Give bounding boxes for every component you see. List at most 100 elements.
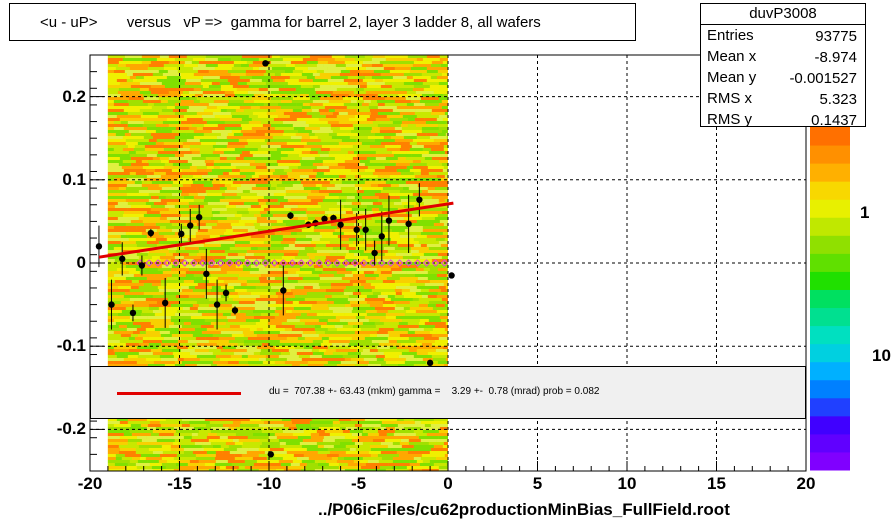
heatmap-cell <box>129 316 148 319</box>
heatmap-cell <box>190 298 209 301</box>
heatmap-cell <box>323 70 341 73</box>
heatmap-cell <box>258 277 267 280</box>
heatmap-cell <box>324 211 346 214</box>
heatmap-cell <box>414 274 437 277</box>
heatmap-cell <box>356 268 377 271</box>
tick-label: -20 <box>77 474 103 493</box>
heatmap-cell <box>158 196 166 199</box>
heatmap-cell <box>200 211 212 214</box>
heatmap-cell <box>407 244 414 247</box>
heatmap-cell <box>307 217 315 220</box>
heatmap-cell <box>309 136 318 139</box>
heatmap-cell <box>107 448 120 451</box>
heatmap-cell <box>229 82 238 85</box>
heatmap-cell <box>407 226 423 229</box>
heatmap-cell <box>192 289 211 292</box>
heatmap-cell <box>182 142 201 145</box>
profile-point <box>287 212 294 219</box>
heatmap-cell <box>306 61 318 64</box>
heatmap-cell <box>107 235 121 238</box>
heatmap-cell <box>107 289 130 292</box>
heatmap-cell <box>290 340 313 343</box>
heatmap-cell <box>126 325 141 328</box>
heatmap-cell <box>120 301 134 304</box>
heatmap-cell <box>175 250 183 253</box>
heatmap-cell <box>141 160 148 163</box>
heatmap-cell <box>156 79 164 82</box>
heatmap-cell <box>406 103 414 106</box>
heatmap-cell <box>171 334 193 337</box>
heatmap-cell <box>268 283 283 286</box>
heatmap-cell <box>435 238 445 241</box>
heatmap-cell <box>417 106 428 109</box>
heatmap-cell <box>261 430 274 433</box>
heatmap-cell <box>356 100 364 103</box>
heatmap-cell <box>372 55 385 58</box>
heatmap-cell <box>240 217 257 220</box>
heatmap-cell <box>107 295 124 298</box>
heatmap-cell <box>206 193 222 196</box>
heatmap-cell <box>395 253 412 256</box>
heatmap-cell <box>194 349 209 352</box>
heatmap-cell <box>271 226 293 229</box>
heatmap-cell <box>129 172 136 175</box>
heatmap-cell <box>241 55 251 58</box>
heatmap-cell <box>219 187 227 190</box>
heatmap-cell <box>227 460 245 463</box>
heatmap-cell <box>180 73 194 76</box>
heatmap-cell <box>384 439 401 442</box>
heatmap-cell <box>305 211 325 214</box>
heatmap-cell <box>126 193 149 196</box>
heatmap-cell <box>151 283 161 286</box>
profile-point <box>280 287 287 294</box>
heatmap-cell <box>245 319 260 322</box>
heatmap-cell <box>115 133 125 136</box>
heatmap-cell <box>220 85 233 88</box>
heatmap-cell <box>251 118 274 121</box>
heatmap-cell <box>257 244 271 247</box>
heatmap-cell <box>314 88 337 91</box>
open-marker <box>431 259 440 267</box>
heatmap-cell <box>401 352 417 355</box>
heatmap-cell <box>352 193 375 196</box>
heatmap-cell <box>285 64 295 67</box>
heatmap-cell <box>406 166 413 169</box>
heatmap-cell <box>426 79 448 82</box>
heatmap-cell <box>125 187 148 190</box>
heatmap-cell <box>178 265 186 268</box>
heatmap-cell <box>224 94 235 97</box>
heatmap-cell <box>330 283 353 286</box>
heatmap-cell <box>250 247 258 250</box>
heatmap-cell <box>156 244 171 247</box>
stats-key: Entries <box>707 27 754 44</box>
heatmap-cell <box>392 76 407 79</box>
heatmap-cell <box>127 262 146 265</box>
heatmap-cell <box>282 121 306 124</box>
heatmap-cell <box>135 160 142 163</box>
heatmap-cell <box>428 301 446 304</box>
heatmap-cell <box>352 157 367 160</box>
heatmap-cell <box>159 454 177 457</box>
heatmap-cell <box>117 313 141 316</box>
heatmap-cell <box>265 70 285 73</box>
heatmap-cell <box>171 169 182 172</box>
heatmap-cell <box>196 127 203 130</box>
heatmap-cell <box>123 169 146 172</box>
heatmap-cell <box>193 130 212 133</box>
heatmap-cell <box>259 445 280 448</box>
stats-value: 93775 <box>815 28 857 45</box>
heatmap-cell <box>118 190 139 193</box>
heatmap-cell <box>355 448 371 451</box>
heatmap-cell <box>259 319 270 322</box>
heatmap-cell <box>334 157 353 160</box>
heatmap-cell <box>267 322 282 325</box>
heatmap-cell <box>349 430 363 433</box>
heatmap-cell <box>130 286 139 289</box>
heatmap-cell <box>312 169 330 172</box>
heatmap-cell <box>278 313 301 316</box>
heatmap-cell <box>326 118 349 121</box>
heatmap-cell <box>147 103 154 106</box>
heatmap-cell <box>360 283 371 286</box>
heatmap-cell <box>107 88 119 91</box>
heatmap-cell <box>294 241 311 244</box>
